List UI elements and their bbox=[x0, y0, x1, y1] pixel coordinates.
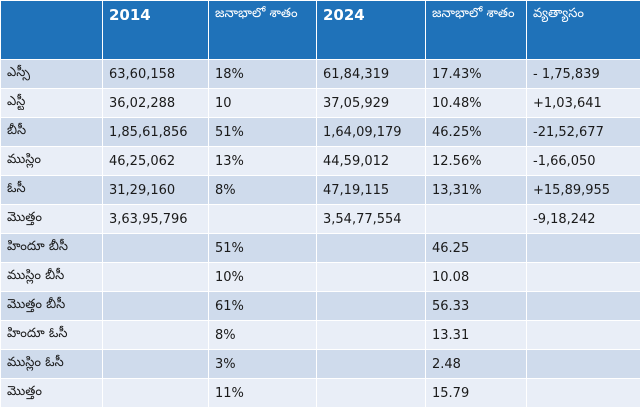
difference-cell bbox=[527, 379, 640, 408]
percent-2014-cell: 51% bbox=[209, 234, 317, 263]
header-difference: వ్యత్యాసం bbox=[527, 1, 640, 60]
percent-2014-cell: 51% bbox=[209, 118, 317, 147]
percent-2014-cell: 13% bbox=[209, 147, 317, 176]
header-percent-2024: జనాభాలో శాతం bbox=[426, 1, 527, 60]
value-2024-cell bbox=[317, 379, 426, 408]
percent-2014-cell: 8% bbox=[209, 176, 317, 205]
header-percent-2014: జనాభాలో శాతం bbox=[209, 1, 317, 60]
value-2024-cell bbox=[317, 350, 426, 379]
percent-2024-cell: 46.25% bbox=[426, 118, 527, 147]
percent-2014-cell: 18% bbox=[209, 60, 317, 89]
category-cell: బీసీ bbox=[1, 118, 103, 147]
difference-cell: -9,18,242 bbox=[527, 205, 640, 234]
category-cell: మొత్తం బీసీ bbox=[1, 292, 103, 321]
value-2014-cell: 63,60,158 bbox=[103, 60, 209, 89]
percent-2024-cell: 13.31 bbox=[426, 321, 527, 350]
value-2014-cell bbox=[103, 263, 209, 292]
category-cell: ముస్లిం బీసీ bbox=[1, 263, 103, 292]
header-category bbox=[1, 1, 103, 60]
value-2014-cell: 36,02,288 bbox=[103, 89, 209, 118]
percent-2024-cell: 10.48% bbox=[426, 89, 527, 118]
difference-cell bbox=[527, 292, 640, 321]
value-2024-cell: 61,84,319 bbox=[317, 60, 426, 89]
value-2024-cell: 37,05,929 bbox=[317, 89, 426, 118]
table-row: మొత్తం బీసీ 61% 56.33 bbox=[1, 292, 640, 321]
category-cell: హిందూ బీసీ bbox=[1, 234, 103, 263]
value-2024-cell: 3,54,77,554 bbox=[317, 205, 426, 234]
percent-2024-cell: 15.79 bbox=[426, 379, 527, 408]
percent-2014-cell: 11% bbox=[209, 379, 317, 408]
percent-2024-cell: 10.08 bbox=[426, 263, 527, 292]
table-row: హిందూ ఓసీ 8% 13.31 bbox=[1, 321, 640, 350]
percent-2024-cell: 12.56% bbox=[426, 147, 527, 176]
value-2024-cell bbox=[317, 292, 426, 321]
value-2024-cell: 44,59,012 bbox=[317, 147, 426, 176]
category-cell: ఎస్సీ bbox=[1, 60, 103, 89]
difference-cell: +15,89,955 bbox=[527, 176, 640, 205]
value-2014-cell: 46,25,062 bbox=[103, 147, 209, 176]
percent-2024-cell: 56.33 bbox=[426, 292, 527, 321]
value-2014-cell bbox=[103, 234, 209, 263]
percent-2014-cell bbox=[209, 205, 317, 234]
percent-2014-cell: 10 bbox=[209, 89, 317, 118]
table-row: ముస్లిం బీసీ 10% 10.08 bbox=[1, 263, 640, 292]
value-2014-cell: 31,29,160 bbox=[103, 176, 209, 205]
value-2014-cell bbox=[103, 292, 209, 321]
difference-cell: - 1,75,839 bbox=[527, 60, 640, 89]
value-2024-cell: 1,64,09,179 bbox=[317, 118, 426, 147]
percent-2024-cell: 17.43% bbox=[426, 60, 527, 89]
difference-cell: +1,03,641 bbox=[527, 89, 640, 118]
value-2014-cell bbox=[103, 379, 209, 408]
percent-2014-cell: 10% bbox=[209, 263, 317, 292]
header-2024: 2024 bbox=[317, 1, 426, 60]
header-2014: 2014 bbox=[103, 1, 209, 60]
percent-2024-cell: 46.25 bbox=[426, 234, 527, 263]
value-2014-cell: 1,85,61,856 bbox=[103, 118, 209, 147]
percent-2014-cell: 61% bbox=[209, 292, 317, 321]
category-cell: ఎస్టీ bbox=[1, 89, 103, 118]
value-2024-cell: 47,19,115 bbox=[317, 176, 426, 205]
category-cell: ముస్లిం bbox=[1, 147, 103, 176]
percent-2014-cell: 8% bbox=[209, 321, 317, 350]
table-row: మొత్తం 11% 15.79 bbox=[1, 379, 640, 408]
value-2024-cell bbox=[317, 234, 426, 263]
category-cell: హిందూ ఓసీ bbox=[1, 321, 103, 350]
percent-2024-cell bbox=[426, 205, 527, 234]
value-2014-cell: 3,63,95,796 bbox=[103, 205, 209, 234]
category-cell: ముస్లిం ఓసీ bbox=[1, 350, 103, 379]
difference-cell bbox=[527, 350, 640, 379]
difference-cell bbox=[527, 263, 640, 292]
difference-cell: -21,52,677 bbox=[527, 118, 640, 147]
category-cell: ఓసీ bbox=[1, 176, 103, 205]
difference-cell bbox=[527, 234, 640, 263]
table-row: హిందూ బీసీ 51% 46.25 bbox=[1, 234, 640, 263]
percent-2024-cell: 2.48 bbox=[426, 350, 527, 379]
category-cell: మొత్తం bbox=[1, 205, 103, 234]
category-cell: మొత్తం bbox=[1, 379, 103, 408]
percent-2024-cell: 13,31% bbox=[426, 176, 527, 205]
value-2024-cell bbox=[317, 263, 426, 292]
difference-cell bbox=[527, 321, 640, 350]
table-row: ముస్లిం ఓసీ 3% 2.48 bbox=[1, 350, 640, 379]
percent-2014-cell: 3% bbox=[209, 350, 317, 379]
header-row: 2014 జనాభాలో శాతం 2024 జనాభాలో శాతం వ్యత… bbox=[1, 1, 640, 60]
value-2014-cell bbox=[103, 321, 209, 350]
table-row: మొత్తం3,63,95,796 3,54,77,554 -9,18,242 bbox=[1, 205, 640, 234]
value-2014-cell bbox=[103, 350, 209, 379]
difference-cell: -1,66,050 bbox=[527, 147, 640, 176]
value-2024-cell bbox=[317, 321, 426, 350]
